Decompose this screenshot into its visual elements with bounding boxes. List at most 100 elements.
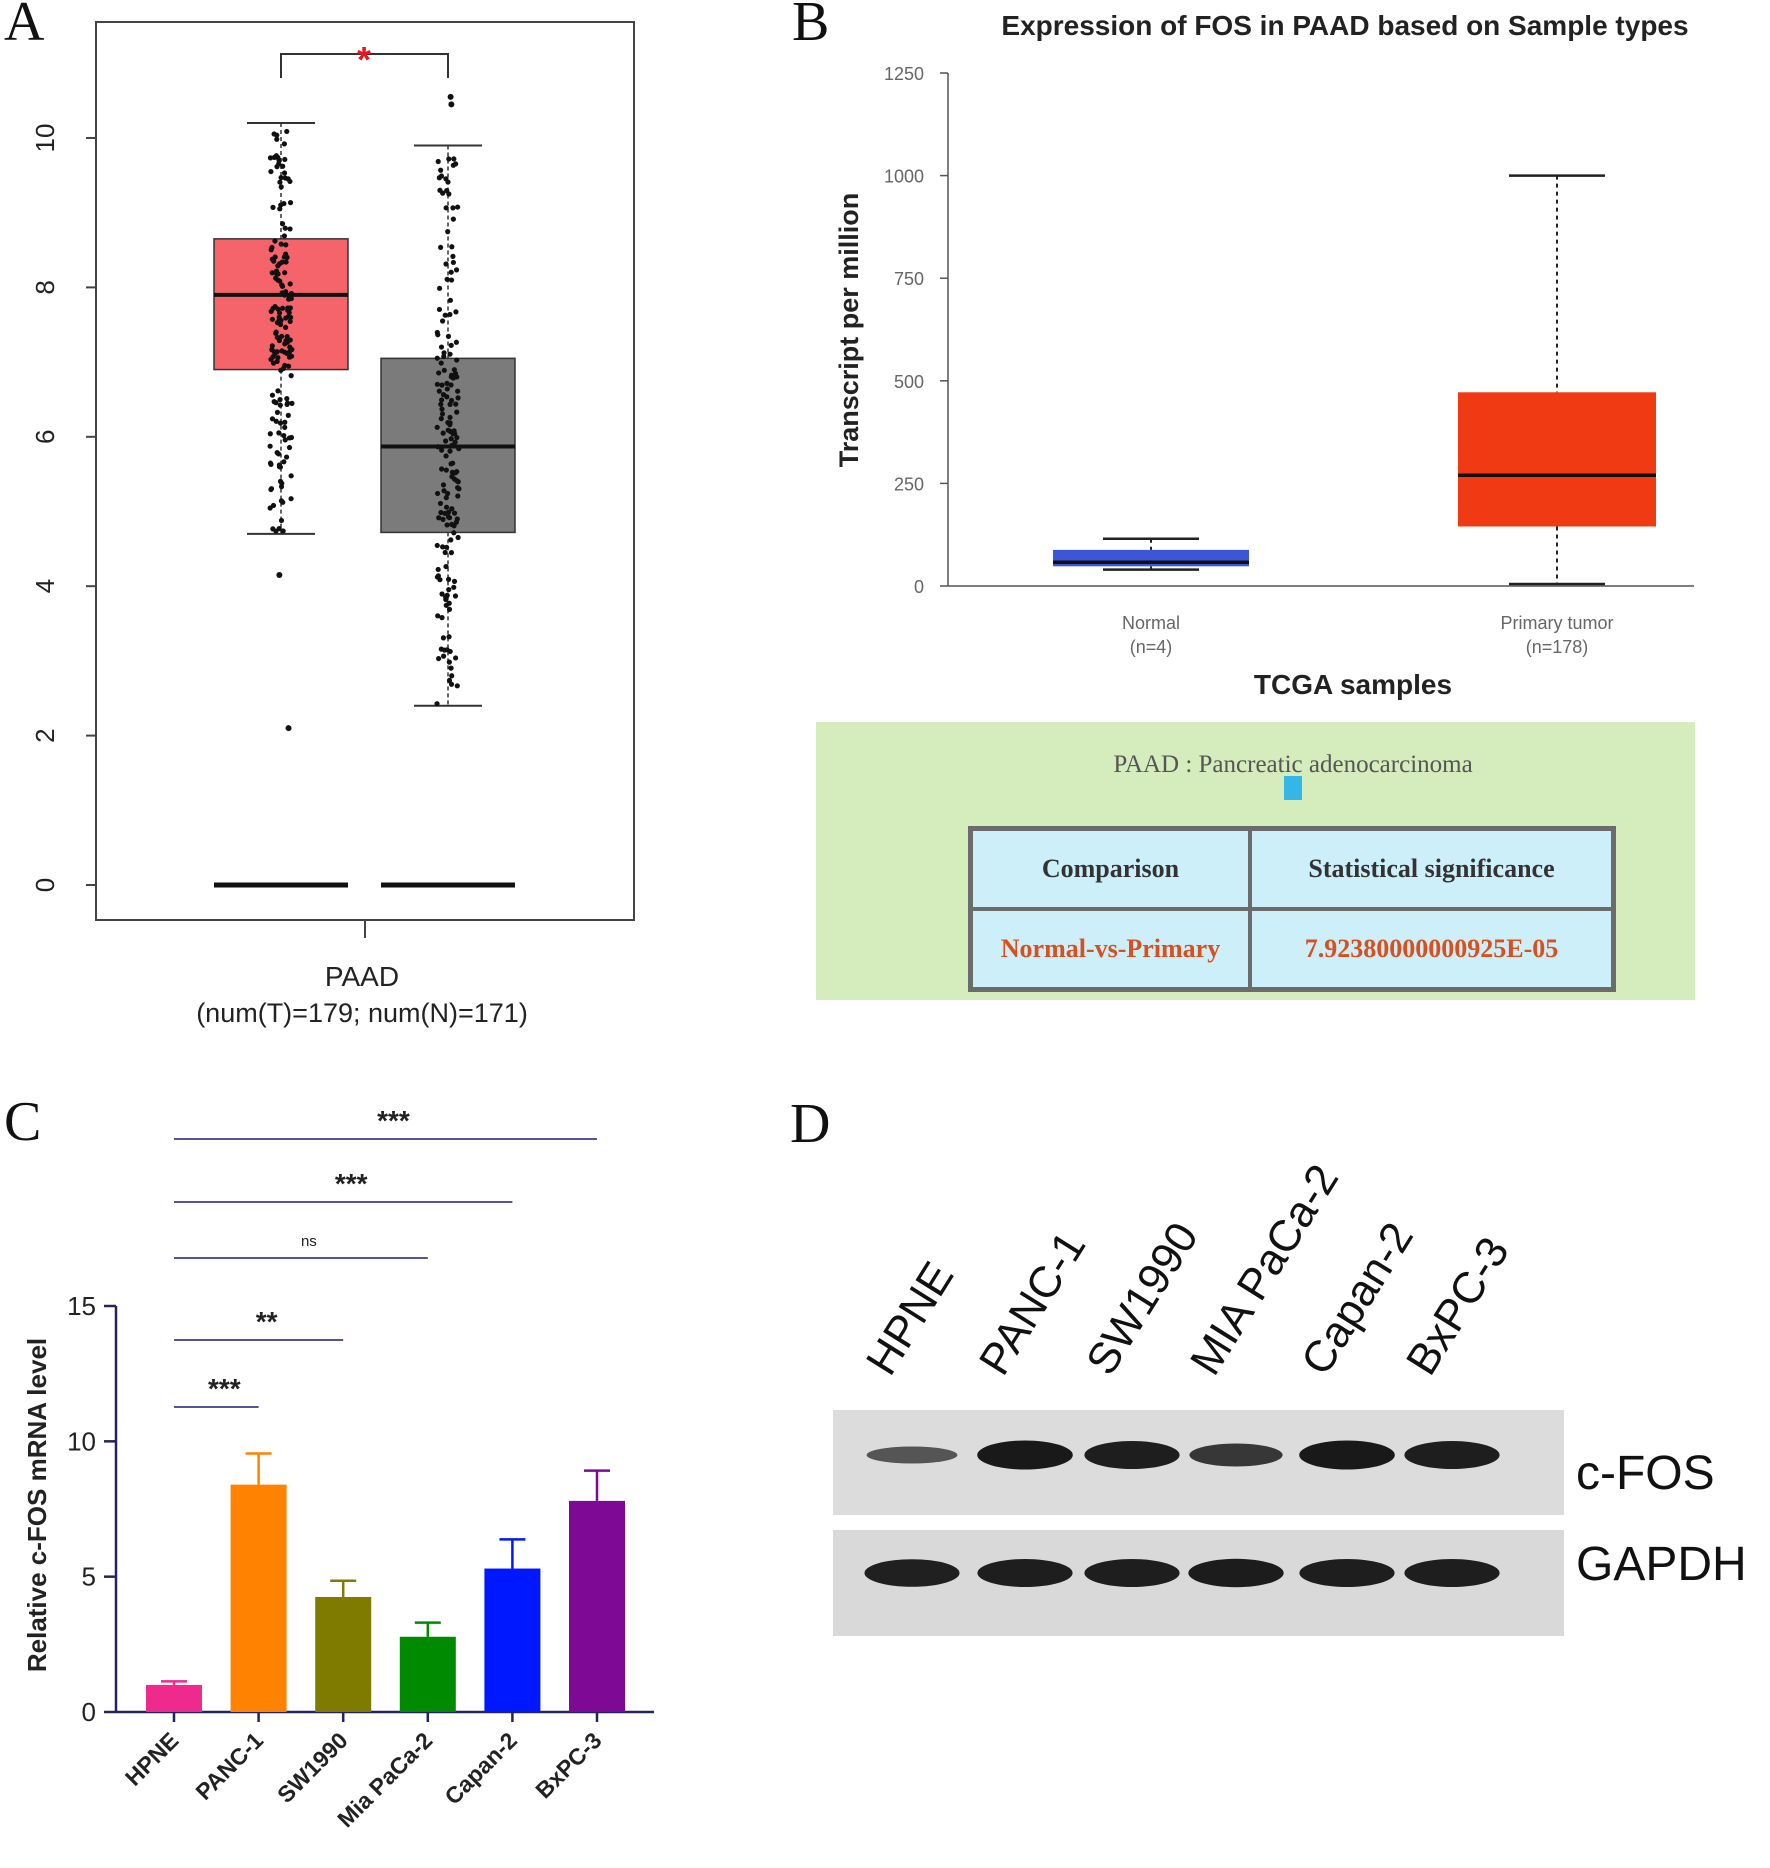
- panel-a-boxplot: 0 2 4 6 8 10 PAAD (num(T)=179; num(N)=171) *: [30, 21, 635, 1028]
- panel-a-point: [447, 351, 453, 357]
- panel-d-band: [977, 1559, 1073, 1587]
- panel-a-point: [455, 493, 461, 499]
- panel-c-significance-label: **: [256, 1306, 278, 1337]
- panel-a-point: [440, 392, 447, 398]
- panel-a-point: [273, 153, 279, 159]
- panel-a-point: [434, 701, 440, 707]
- panel-b-x-label: TCGA samples: [1254, 669, 1452, 700]
- panel-a-point: [280, 163, 286, 169]
- panel-a-point: [283, 289, 289, 295]
- panel-c-x-tick-label: PANC-1: [190, 1727, 268, 1805]
- panel-letter-b: B: [792, 0, 829, 53]
- panel-a-outlier: [276, 571, 283, 578]
- panel-b-cat-tumor-n: (n=178): [1526, 637, 1589, 657]
- panel-a-point: [284, 128, 290, 135]
- panel-a-point: [283, 259, 289, 265]
- panel-a-x-label: PAAD: [325, 961, 399, 992]
- panel-a-point: [442, 312, 448, 318]
- panel-a-point: [451, 584, 457, 590]
- panel-a-point: [282, 225, 288, 231]
- panel-a-outlier: [448, 101, 455, 108]
- panel-a-y-tick-label: 8: [30, 280, 60, 294]
- panel-a-point: [275, 277, 281, 283]
- panel-d-band: [1188, 1558, 1284, 1588]
- panel-a-point: [434, 424, 440, 430]
- panel-a-point: [270, 305, 276, 312]
- panel-a-point: [277, 206, 283, 212]
- panel-a-point: [279, 305, 286, 311]
- panel-a-point: [437, 577, 443, 583]
- panel-a-point: [281, 233, 288, 239]
- panel-a-point: [273, 268, 280, 274]
- panel-a-point: [267, 505, 273, 511]
- panel-a-y-axis: 0 2 4 6 8 10: [30, 124, 96, 892]
- panel-a-point: [287, 178, 293, 185]
- panel-a-point: [439, 591, 445, 597]
- panel-a-point: [285, 363, 292, 369]
- panel-b-box: [1458, 392, 1656, 527]
- panel-a-point: [280, 528, 286, 534]
- panel-a-point: [440, 516, 446, 522]
- panel-d-band: [866, 1446, 958, 1464]
- panel-a-point: [443, 261, 449, 267]
- panel-a-point: [450, 216, 456, 222]
- panel-a-point: [451, 156, 457, 162]
- panel-a-point: [286, 293, 292, 299]
- panel-a-point: [438, 509, 444, 516]
- panel-d-band: [1189, 1443, 1283, 1467]
- panel-a-point: [438, 173, 445, 179]
- panel-a-point: [277, 397, 283, 403]
- panel-a-point: [282, 419, 288, 425]
- panel-a-point: [278, 498, 285, 504]
- panel-a-point: [448, 537, 454, 543]
- panel-a-point: [448, 374, 454, 380]
- panel-a-point: [450, 470, 457, 476]
- panel-b-significance-table: Comparison Statistical significance Norm…: [968, 826, 1616, 992]
- panel-a-point: [435, 158, 441, 165]
- panel-a-point: [434, 542, 440, 549]
- panel-a-point: [274, 349, 280, 355]
- panel-a-point: [444, 386, 450, 392]
- panel-a-point: [443, 467, 449, 473]
- panel-a-point: [450, 253, 456, 259]
- panel-a-point: [279, 282, 285, 288]
- panel-d-band: [1299, 1559, 1395, 1587]
- panel-a-frame: [95, 21, 635, 921]
- panel-a-point: [288, 373, 294, 379]
- panel-a-point: [269, 316, 276, 322]
- panel-a-point: [275, 263, 281, 269]
- panel-a-point: [283, 242, 289, 248]
- panel-a-point: [277, 464, 283, 470]
- panel-a-point: [448, 269, 454, 275]
- table-header-significance: Statistical significance: [1250, 829, 1613, 909]
- panel-a-point: [276, 157, 282, 163]
- panel-a-point: [282, 175, 288, 181]
- panel-d-band: [977, 1440, 1073, 1470]
- panel-a-significance-bracket: [280, 53, 449, 78]
- panel-a-point: [454, 516, 460, 522]
- panel-a-point: [439, 615, 445, 621]
- panel-a-point: [288, 353, 295, 359]
- panel-a-point: [271, 131, 277, 137]
- panel-c-y-tick-label: 0: [82, 1697, 96, 1727]
- panel-c-x-tick-label: HPNE: [120, 1727, 184, 1791]
- panel-a-point: [448, 681, 455, 687]
- panel-a-point: [267, 431, 273, 437]
- panel-b-boxes: [1053, 174, 1656, 586]
- panel-a-point: [443, 205, 449, 211]
- panel-a-point: [446, 587, 452, 593]
- panel-a-point: [438, 167, 444, 173]
- panel-a-point: [444, 188, 450, 194]
- panel-a-point: [453, 267, 460, 273]
- panel-a-outlier: [285, 725, 292, 732]
- panel-b-y-tick-label: 250: [894, 474, 924, 494]
- panel-a-point: [270, 360, 277, 366]
- panel-a-point: [434, 355, 440, 361]
- panel-a-point: [455, 204, 461, 210]
- panel-a-point: [289, 346, 295, 353]
- panel-a-point: [447, 422, 453, 428]
- panel-c-significance-label: ***: [335, 1168, 368, 1199]
- panel-a-point: [434, 381, 440, 387]
- panel-a-point: [446, 156, 452, 162]
